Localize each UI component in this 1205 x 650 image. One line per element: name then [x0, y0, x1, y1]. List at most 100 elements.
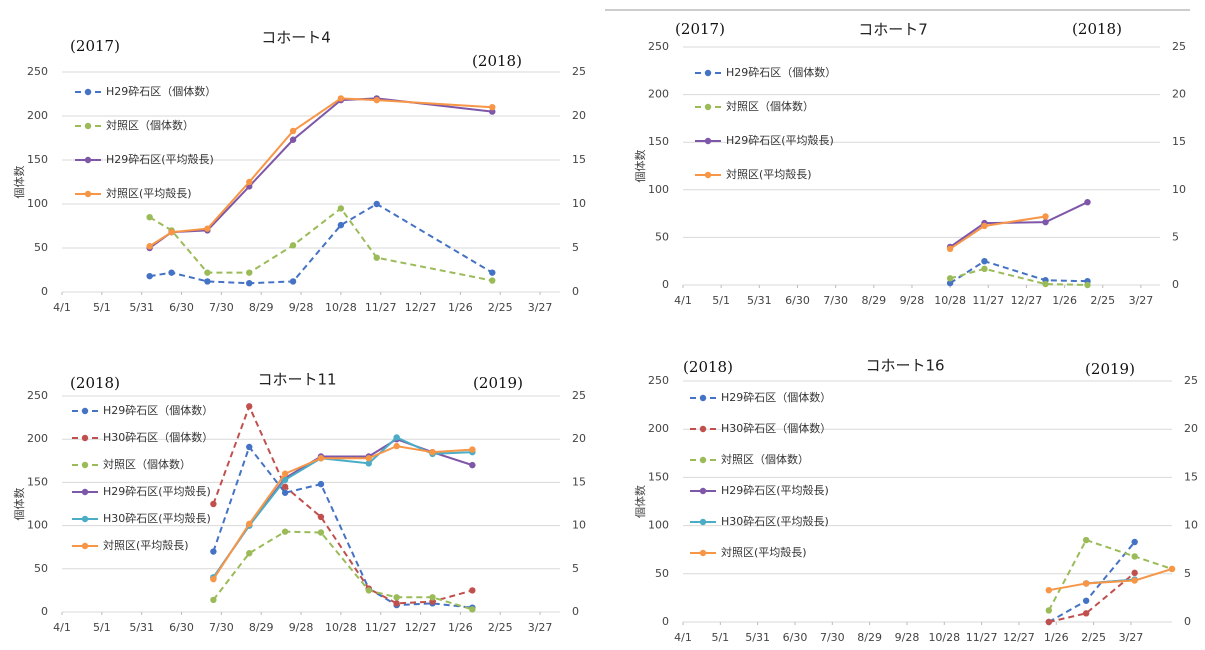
data-point	[246, 178, 253, 186]
year-annotation: (2017)	[70, 37, 120, 55]
series-line	[949, 267, 1088, 286]
y-tick-label: 50	[655, 230, 669, 243]
series-line	[212, 444, 473, 609]
legend-label: 対照区（個体数）	[106, 118, 194, 132]
data-point	[1131, 553, 1138, 560]
year-annotation: (2019)	[473, 374, 523, 392]
data-point	[1045, 618, 1053, 626]
series-line	[212, 403, 473, 605]
data-point	[210, 575, 217, 583]
data-point	[469, 606, 476, 613]
legend-marker	[699, 425, 707, 433]
x-tick-label: 6/30	[783, 631, 808, 644]
y2-tick-label: 10	[572, 197, 586, 210]
y2-tick-label: 25	[572, 65, 586, 78]
data-point	[373, 96, 380, 104]
data-point	[469, 446, 476, 453]
x-tick-label: 2/25	[488, 621, 513, 634]
legend-label: 対照区(平均殻長)	[106, 186, 192, 200]
x-tick-label: 10/28	[325, 301, 357, 314]
y2-tick-label: 15	[572, 475, 586, 488]
data-point	[365, 460, 372, 467]
y2-tick-label: 20	[1172, 88, 1186, 101]
x-tick-label: 4/1	[674, 294, 692, 307]
data-point	[210, 548, 217, 555]
x-tick-label: 8/29	[861, 294, 886, 307]
y-tick-label: 100	[27, 519, 48, 532]
data-point	[289, 136, 297, 143]
data-point	[469, 587, 476, 594]
y2-tick-label: 0	[1172, 278, 1179, 291]
y-tick-label: 250	[27, 389, 48, 402]
x-tick-label: 3/27	[528, 301, 553, 314]
data-point	[1045, 607, 1053, 614]
y-axis-label: 個体数	[633, 485, 647, 518]
data-point	[1082, 597, 1090, 604]
data-point	[289, 278, 297, 285]
y-tick-label: 100	[648, 183, 669, 196]
data-point	[1042, 218, 1049, 226]
y2-tick-label: 10	[1172, 183, 1186, 196]
y-tick-label: 200	[27, 432, 48, 445]
data-point	[1042, 280, 1049, 288]
legend-marker	[81, 515, 89, 523]
series-line	[1047, 538, 1173, 611]
x-tick-label: 9/28	[900, 294, 925, 307]
data-point	[946, 275, 954, 282]
y-tick-label: 200	[648, 422, 669, 435]
data-point	[393, 600, 400, 607]
y2-tick-label: 5	[1172, 230, 1179, 243]
y2-tick-label: 20	[572, 432, 586, 445]
legend-label: 対照区（個体数）	[721, 452, 809, 466]
data-point	[981, 222, 988, 230]
data-point	[281, 470, 289, 477]
y2-tick-label: 0	[572, 605, 579, 618]
chart-title: コホート16	[865, 357, 944, 375]
y-tick-label: 0	[41, 285, 48, 298]
legend-marker	[704, 69, 712, 77]
data-point	[289, 127, 297, 135]
data-point	[317, 455, 325, 462]
data-point	[393, 442, 400, 450]
x-tick-label: 6/30	[169, 301, 194, 314]
data-point	[146, 214, 153, 221]
year-annotation: (2018)	[683, 358, 733, 376]
x-tick-label: 5/31	[129, 301, 154, 314]
data-point	[246, 280, 253, 287]
y-tick-label: 250	[648, 374, 669, 387]
x-tick-label: 11/27	[972, 294, 1004, 307]
data-point	[1082, 536, 1090, 544]
legend-marker	[699, 456, 707, 464]
x-tick-label: 3/27	[1119, 631, 1144, 644]
data-point	[393, 434, 400, 441]
x-tick-label: 1/26	[1044, 631, 1069, 644]
legend-label: H29砕石区(平均殻長)	[721, 483, 829, 497]
data-point	[246, 520, 253, 528]
data-point	[146, 243, 153, 250]
series-line	[149, 97, 493, 249]
series-line	[1048, 572, 1136, 623]
y-tick-label: 150	[648, 135, 669, 148]
data-point	[204, 278, 211, 285]
x-tick-label: 8/29	[249, 301, 274, 314]
data-point	[1082, 580, 1090, 587]
x-tick-label: 12/27	[1003, 631, 1035, 644]
year-annotation: (2018)	[1072, 20, 1122, 38]
year-annotation: (2017)	[675, 20, 725, 38]
data-point	[246, 550, 253, 557]
legend-label: 対照区（個体数）	[103, 457, 191, 471]
series-line	[149, 206, 493, 282]
y-axis-label: 個体数	[12, 166, 26, 199]
data-point	[246, 443, 253, 451]
y2-tick-label: 5	[1184, 567, 1191, 580]
y-tick-label: 250	[27, 65, 48, 78]
data-point	[204, 269, 211, 276]
data-point	[1082, 610, 1090, 617]
data-point	[317, 529, 325, 536]
y2-tick-label: 25	[1172, 40, 1186, 53]
data-point	[1084, 281, 1091, 289]
legend-label: H30砕石区(平均殻長)	[103, 511, 211, 525]
x-tick-label: 2/25	[488, 301, 513, 314]
data-point	[204, 225, 211, 232]
